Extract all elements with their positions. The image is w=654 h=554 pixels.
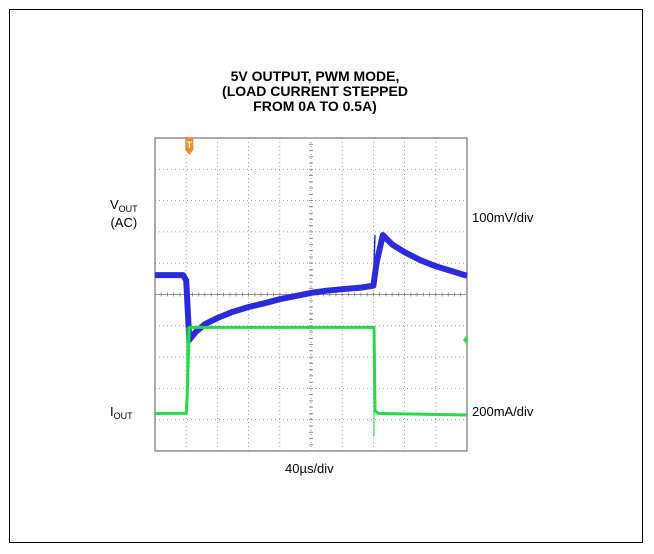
vout-scale-label: 100mV/div [472,210,534,225]
trace-vout [155,232,468,343]
trigger-marker-icon [185,138,194,155]
vout-step-edge [372,235,376,286]
vout-label-sub: OUT [118,204,138,214]
iout-level-marker-icon [463,335,467,345]
vout-label-coupling: (AC) [110,215,138,230]
vout-channel-label: VOUT (AC) [110,198,138,230]
chart-title-line-2: (LOAD CURRENT STEPPED [222,83,408,99]
chart-title-line-3: FROM 0A TO 0.5A) [253,98,377,114]
iout-label-main: I [110,404,114,419]
figure-frame [9,9,643,543]
chart-title: 5V OUTPUT, PWM MODE, (LOAD CURRENT STEPP… [150,69,480,114]
chart-title-line-1: 5V OUTPUT, PWM MODE, [230,68,400,84]
iout-channel-label: IOUT [110,405,133,423]
vout-label-main: V [110,197,119,212]
x-axis-label: 40µs/div [285,461,334,476]
iout-label-sub: OUT [113,411,133,421]
iout-scale-label: 200mA/div [472,404,534,419]
trigger-marker-label: T [187,140,193,150]
